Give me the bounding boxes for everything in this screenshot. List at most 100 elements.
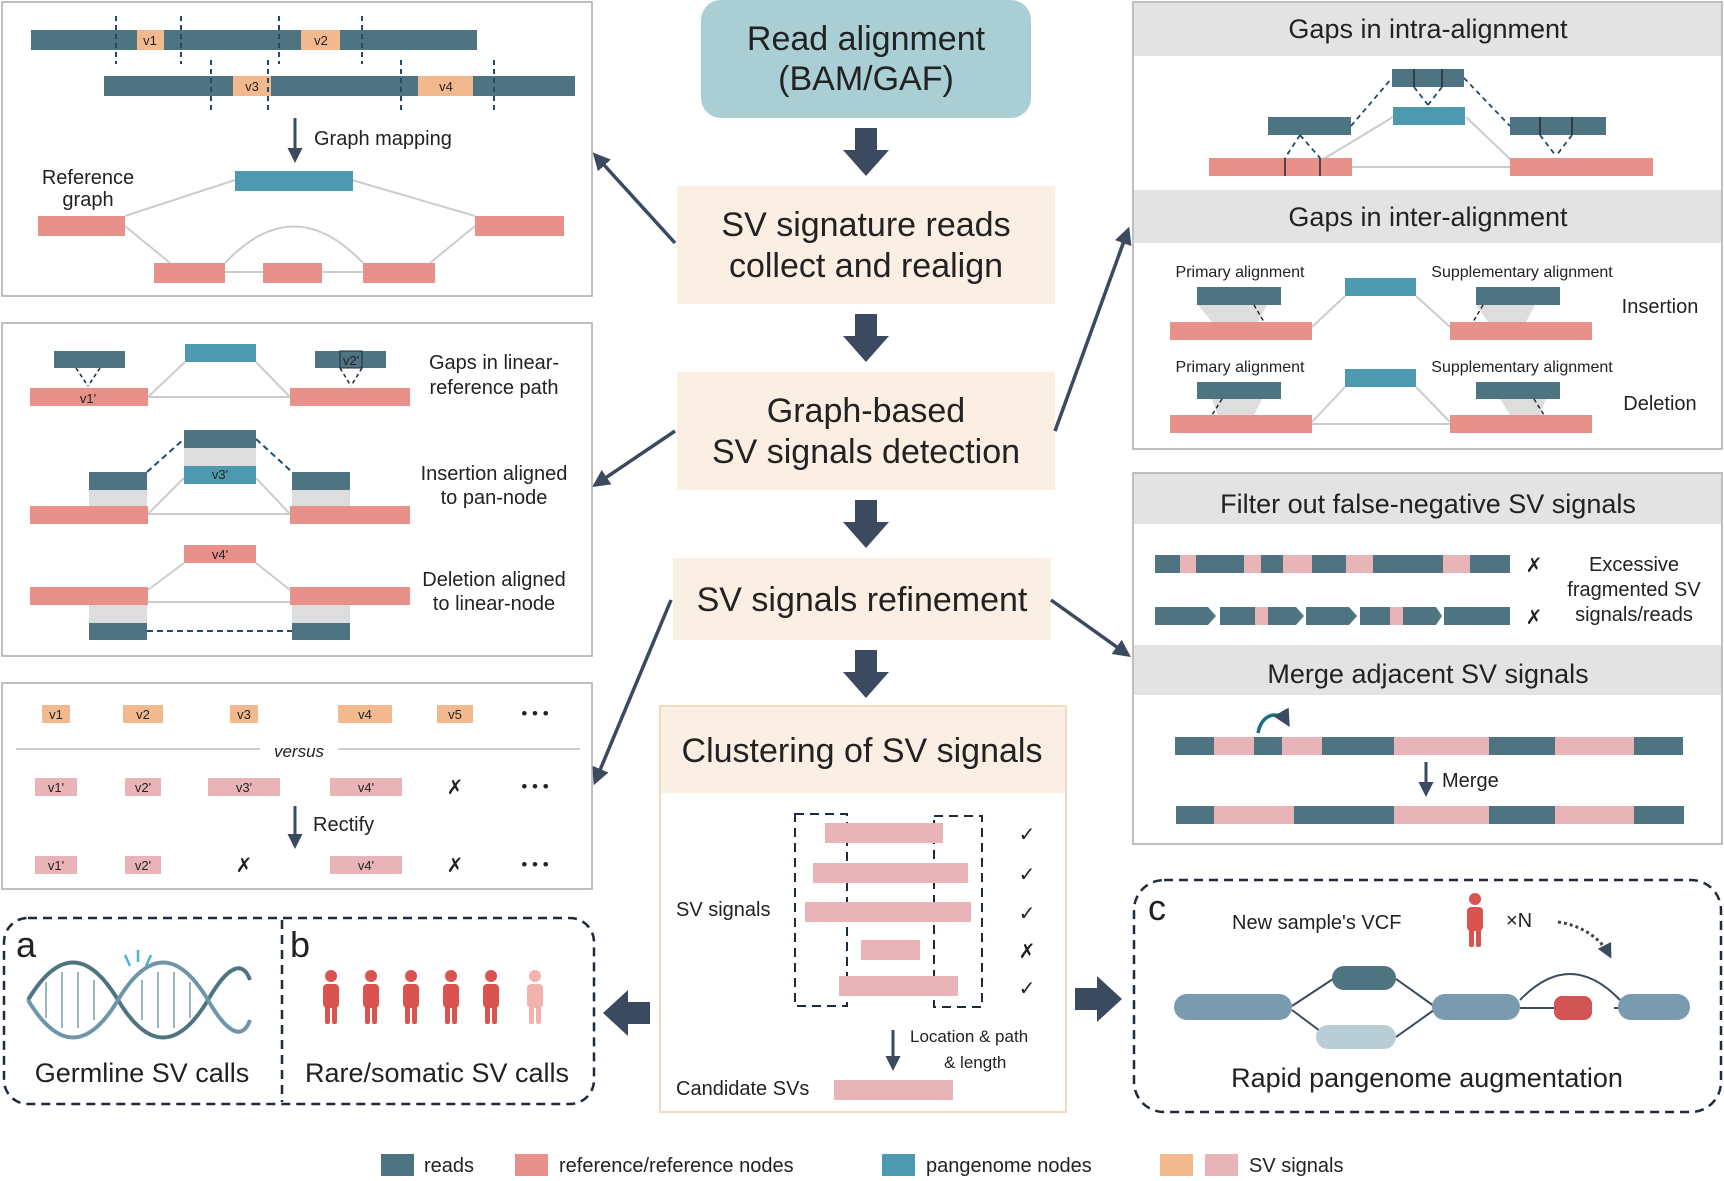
reference-graph-line2: graph [62,189,113,211]
overlap-gray [1476,305,1535,322]
breakpoint-ticks [115,16,495,110]
signal-label: v3' [236,780,252,795]
read-segment [184,430,256,448]
legend-swatch-sv-pink [1205,1154,1238,1176]
inter-title: Gaps in inter-alignment [1288,202,1568,232]
sv-signal-v2prime [339,350,363,369]
cross-mark: ✗ [236,855,253,877]
candidate-svs-label: Candidate SVs [676,1078,809,1100]
signal-label: v2 [136,707,150,722]
reference-node [154,263,225,283]
reference-node [1510,158,1653,176]
supplementary-label: Supplementary alignment [1431,359,1613,376]
legend-swatch-pangenome [882,1154,915,1176]
gap-lines [75,367,363,387]
pangenome-node [1345,369,1416,387]
insertion-label: Insertion [1622,296,1699,318]
dna-icon [26,950,252,1040]
sv-signal-bar [839,976,958,996]
case3-caption-2: to linear-node [433,593,555,615]
reference-graph-line1: Reference [42,167,134,189]
post-merge-read [1176,806,1684,824]
read-bar [104,76,575,96]
signal-label: v1 [49,707,63,722]
pre-merge-read [1175,737,1683,755]
reference-node [30,587,148,605]
overlap-gray [292,490,350,506]
graph-edges [124,179,476,273]
read-segment [89,472,147,490]
overlap-gray [184,448,256,466]
cross-mark: ✗ [1526,555,1543,577]
case2-caption-2: to pan-node [441,487,548,509]
case3-edges [147,562,291,603]
inter-header [1134,190,1721,243]
pangenome-node [1345,278,1416,296]
v4-label: v4 [439,79,453,94]
case2-edges [147,477,291,515]
legend-pangenome-label: pangenome nodes [926,1155,1092,1177]
inter-dash [1211,398,1545,416]
panel-border [1,682,593,890]
reference-node [290,388,410,406]
signal-label: v3 [237,707,251,722]
sv-signal-v4 [418,76,473,96]
graph-mapping-label: Graph mapping [314,128,452,150]
reference-node [1450,322,1592,340]
row-original-signals [42,705,473,723]
signal-label: v4 [358,707,372,722]
rectify-label: Rectify [313,814,374,836]
sv-signal-bar [861,940,920,960]
cross-mark: ✗ [447,855,464,877]
deletion-label: Deletion [1623,393,1696,415]
v1-label: v1 [143,33,157,48]
signal-label: v4' [358,858,374,873]
overlap-gray [1212,399,1262,415]
read-segment [1476,287,1560,305]
connector-arrows [592,152,1132,1036]
supplementary-label: Supplementary alignment [1431,264,1613,281]
label-c: c [1148,887,1166,928]
excessive-line3: signals/reads [1575,604,1693,626]
reference-node [38,216,125,236]
clustering-header [661,707,1065,793]
down-arrow-1 [843,128,889,176]
versus-label: versus [274,742,325,761]
pangenome-node [1332,966,1396,990]
row-realigned-signals [35,778,402,796]
fragmented-read-2 [1155,607,1510,625]
pangenome-node [1393,107,1465,125]
v2-label: v2 [314,33,328,48]
case3-caption-1: Deletion aligned [422,569,565,591]
sv-signal-v2 [301,30,340,50]
location-label-2: & length [944,1053,1006,1072]
new-sample-label: New sample's VCF [1232,912,1401,934]
intra-gap-lines [1284,77,1573,159]
signal-label: v5 [448,707,462,722]
big-arrow-right [1075,976,1122,1022]
intra-title: Gaps in intra-alignment [1288,14,1568,44]
read-segment [1268,117,1351,135]
excessive-line1: Excessive [1589,554,1679,576]
person-icon [1467,893,1483,947]
label-b: b [290,924,310,965]
case2-caption-1: Insertion aligned [421,463,568,485]
case1-caption-1: Gaps in linear- [429,352,559,374]
new-node [1554,996,1592,1020]
fragmented-read-1 [1155,555,1510,573]
reference-node [30,388,148,406]
people-icons [323,970,543,1024]
check-mark: ✓ [1019,978,1036,1000]
panel-filter-merge: Filter out false-negative SV signals ✗ ✗… [1132,472,1723,845]
legend-swatch-reads [381,1154,414,1176]
legend: reads reference/reference nodes pangenom… [381,1154,1344,1177]
check-mark: ✓ [1019,864,1036,886]
down-arrow-2 [843,314,889,362]
overlap-gray [89,605,147,623]
rare-label: Rare/somatic SV calls [305,1058,569,1088]
reference-node [30,506,148,524]
legend-reference-label: reference/reference nodes [559,1155,794,1177]
reference-node [1170,322,1312,340]
down-arrow-3 [843,500,889,548]
